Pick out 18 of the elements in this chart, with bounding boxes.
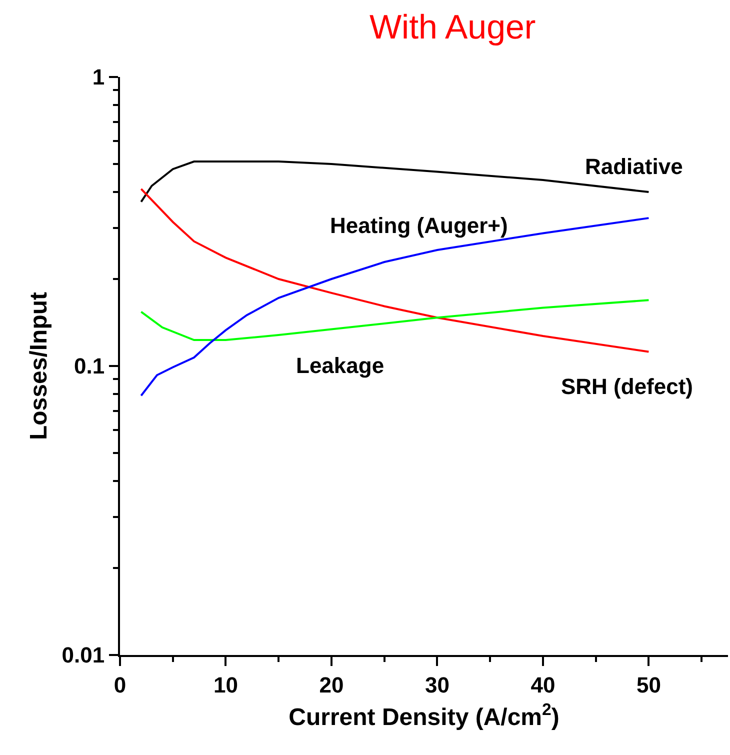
series-label: Leakage — [296, 353, 384, 378]
x-tick-label: 0 — [114, 672, 126, 698]
chart-title: With Auger — [369, 8, 536, 46]
x-tick-label: 50 — [636, 672, 661, 698]
line-series — [140, 188, 650, 353]
series-label: SRH (defect) — [561, 374, 694, 399]
line-series — [140, 299, 650, 342]
y-tick-label: 0.01 — [62, 642, 105, 668]
x-tick-label: 40 — [530, 672, 556, 698]
series-label: Heating (Auger+) — [330, 213, 508, 238]
y-tick-label: 0.1 — [74, 354, 105, 379]
x-axis-title: Current Density (A/cm$^{2}$) — [288, 700, 560, 732]
series-label: Radiative — [585, 154, 683, 179]
y-axis-title: Losses/Input — [25, 292, 52, 440]
x-tick-label: 20 — [319, 672, 344, 698]
x-tick-label: 10 — [214, 672, 238, 698]
x-tick-label: 30 — [424, 672, 450, 698]
y-tick-label: 1 — [92, 64, 105, 90]
